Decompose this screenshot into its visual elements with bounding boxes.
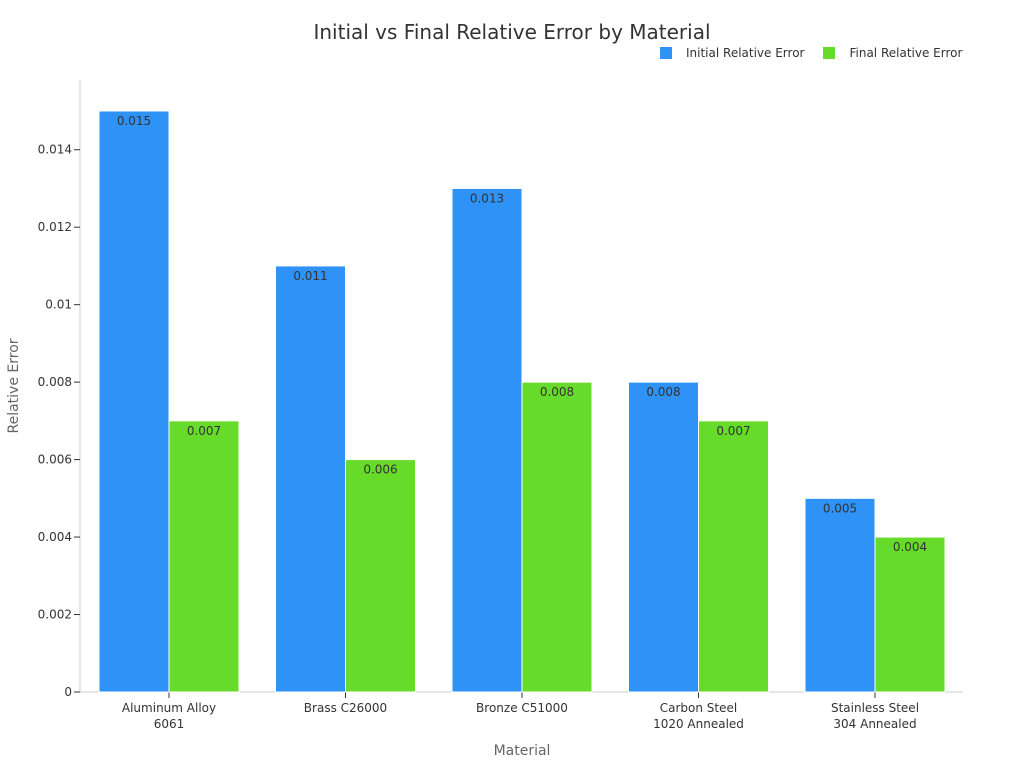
bar-initial[interactable] [451, 187, 523, 693]
bar-initial[interactable] [628, 381, 699, 693]
x-tick-label: Aluminum Alloy 6061 [122, 701, 216, 731]
legend-item-final[interactable]: Final Relative Error [823, 46, 962, 60]
bar-final[interactable] [168, 420, 240, 693]
bars [98, 110, 946, 693]
x-tick-label-line: Aluminum Alloy [122, 701, 216, 715]
x-tick-label: Carbon Steel 1020 Annealed [653, 701, 744, 731]
y-axis-title: Relative Error [6, 338, 22, 433]
x-tick-label-line: 304 Annealed [833, 717, 916, 731]
bar-final[interactable] [874, 536, 946, 693]
bar-value-label: 0.005 [823, 501, 857, 515]
legend-swatch-final [823, 47, 836, 59]
bar-value-label: 0.008 [540, 385, 574, 399]
legend-item-initial[interactable]: Initial Relative Error [660, 46, 804, 60]
legend: Initial Relative Error Final Relative Er… [660, 46, 981, 60]
bar-final[interactable] [698, 420, 769, 693]
bar-value-label: 0.006 [363, 463, 397, 477]
bar-value-label: 0.007 [187, 424, 221, 438]
bar-initial[interactable] [98, 110, 170, 693]
bar-labels: 0.015 0.007 0.011 0.006 0.013 0.008 0.008 0.007… [117, 114, 927, 554]
bar-value-label: 0.015 [117, 114, 151, 128]
bar-value-label: 0.011 [293, 269, 327, 283]
y-tick-label: 0.008 [38, 375, 72, 389]
y-tick-label: 0.006 [38, 453, 72, 467]
y-tick-label: 0.014 [38, 143, 72, 157]
bar-final[interactable] [345, 459, 416, 693]
bar-initial[interactable] [275, 265, 346, 693]
bar-value-label: 0.007 [716, 424, 750, 438]
y-tick-label: 0.012 [38, 220, 72, 234]
bar-final[interactable] [521, 381, 593, 693]
bar-value-label: 0.008 [646, 385, 680, 399]
y-tick-label: 0.004 [38, 530, 72, 544]
x-tick-label-line: Brass C26000 [304, 701, 387, 715]
x-tick-label: Stainless Steel 304 Annealed [831, 701, 919, 731]
x-tick-label-line: Bronze C51000 [476, 701, 568, 715]
x-tick-label-line: Stainless Steel [831, 701, 919, 715]
y-tick-label: 0 [64, 685, 72, 699]
x-tick-label-line: 1020 Annealed [653, 717, 744, 731]
legend-swatch-initial [660, 47, 672, 59]
y-tick-label: 0.002 [38, 608, 72, 622]
x-tick-label: Brass C26000 [304, 701, 387, 715]
legend-label-initial: Initial Relative Error [686, 46, 805, 60]
x-axis-title: Material [494, 743, 551, 759]
x-tick-label: Bronze C51000 [476, 701, 568, 715]
legend-label-final: Final Relative Error [849, 46, 963, 60]
y-tick-label: 0.01 [45, 298, 72, 312]
x-tick-label-line: 6061 [154, 717, 185, 731]
bar-value-label: 0.013 [470, 191, 504, 205]
chart-title: Initial vs Final Relative Error by Mater… [313, 20, 711, 44]
x-tick-label-line: Carbon Steel [660, 701, 737, 715]
bar-initial[interactable] [804, 497, 876, 693]
bar-value-label: 0.004 [893, 540, 927, 554]
